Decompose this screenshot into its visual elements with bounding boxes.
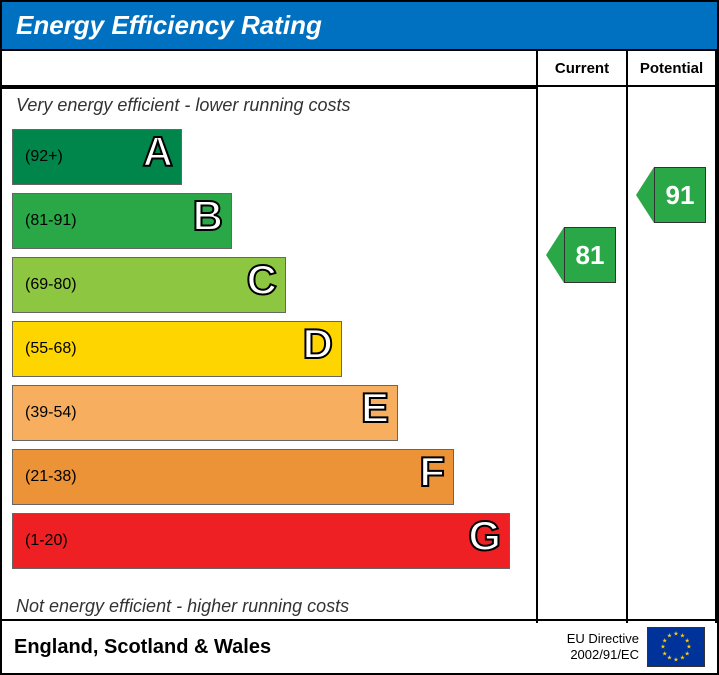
title-text: Energy Efficiency Rating (16, 10, 322, 40)
band-range: (55-68) (25, 322, 77, 376)
band-range: (1-20) (25, 514, 68, 568)
current-slot: 81 (538, 87, 626, 623)
band-row-d: (55-68) D (12, 321, 526, 377)
band-row-f: (21-38) F (12, 449, 526, 505)
chart-inner: Very energy efficient - lower running co… (2, 87, 536, 623)
arrow-tip-icon (636, 167, 654, 223)
footer: England, Scotland & Wales EU Directive 2… (2, 619, 717, 673)
band-row-e: (39-54) E (12, 385, 526, 441)
band-range: (21-38) (25, 450, 77, 504)
band-range: (69-80) (25, 258, 77, 312)
band-bar: (69-80) C (12, 257, 286, 313)
band-row-a: (92+) A (12, 129, 526, 185)
eu-star-icon: ★ (673, 657, 678, 664)
potential-slot: 91 (628, 87, 715, 623)
eu-star-icon: ★ (662, 650, 667, 657)
band-bar: (39-54) E (12, 385, 398, 441)
eu-star-icon: ★ (685, 650, 690, 657)
eu-star-icon: ★ (680, 655, 685, 662)
band-letter: F (419, 448, 445, 496)
potential-rating-arrow: 91 (636, 167, 706, 223)
band-range: (39-54) (25, 386, 77, 440)
column-potential: Potential 91 (628, 49, 717, 623)
band-bar: (1-20) G (12, 513, 510, 569)
bands-group: (92+) A (81-91) B (69-80) C (55-68) D (39-54) E (2… (12, 129, 526, 577)
band-bar: (21-38) F (12, 449, 454, 505)
current-rating-arrow: 81 (546, 227, 616, 283)
epc-container: Energy Efficiency Rating Very energy eff… (0, 0, 719, 675)
note-top: Very energy efficient - lower running co… (2, 95, 351, 116)
column-potential-header: Potential (628, 51, 715, 87)
potential-rating-value: 91 (654, 167, 706, 223)
eu-star-icon: ★ (660, 644, 665, 651)
directive-text: EU Directive 2002/91/EC (567, 631, 639, 662)
eu-flag-icon: ★★★★★★★★★★★★ (647, 627, 705, 667)
chart-area: Very energy efficient - lower running co… (2, 49, 538, 623)
eu-star-icon: ★ (673, 631, 678, 638)
band-row-c: (69-80) C (12, 257, 526, 313)
band-letter: E (361, 384, 389, 432)
footer-right: EU Directive 2002/91/EC ★★★★★★★★★★★★ (567, 627, 705, 667)
band-range: (81-91) (25, 194, 77, 248)
band-bar: (55-68) D (12, 321, 342, 377)
eu-star-icon: ★ (667, 632, 672, 639)
band-letter: C (247, 256, 277, 304)
note-bottom: Not energy efficient - higher running co… (2, 596, 349, 617)
band-row-b: (81-91) B (12, 193, 526, 249)
title-bar: Energy Efficiency Rating (2, 2, 717, 49)
band-range: (92+) (25, 130, 63, 184)
current-rating-value: 81 (564, 227, 616, 283)
band-letter: B (193, 192, 223, 240)
eu-star-icon: ★ (667, 655, 672, 662)
column-current: Current 81 (538, 49, 628, 623)
band-letter: D (303, 320, 333, 368)
directive-line1: EU Directive (567, 631, 639, 646)
band-letter: G (468, 512, 501, 560)
directive-line2: 2002/91/EC (570, 647, 639, 662)
band-bar: (81-91) B (12, 193, 232, 249)
band-letter: A (143, 128, 173, 176)
chart-wrap: Very energy efficient - lower running co… (2, 49, 717, 623)
band-bar: (92+) A (12, 129, 182, 185)
footer-region: England, Scotland & Wales (14, 636, 271, 659)
arrow-tip-icon (546, 227, 564, 283)
column-current-header: Current (538, 51, 626, 87)
band-row-g: (1-20) G (12, 513, 526, 569)
